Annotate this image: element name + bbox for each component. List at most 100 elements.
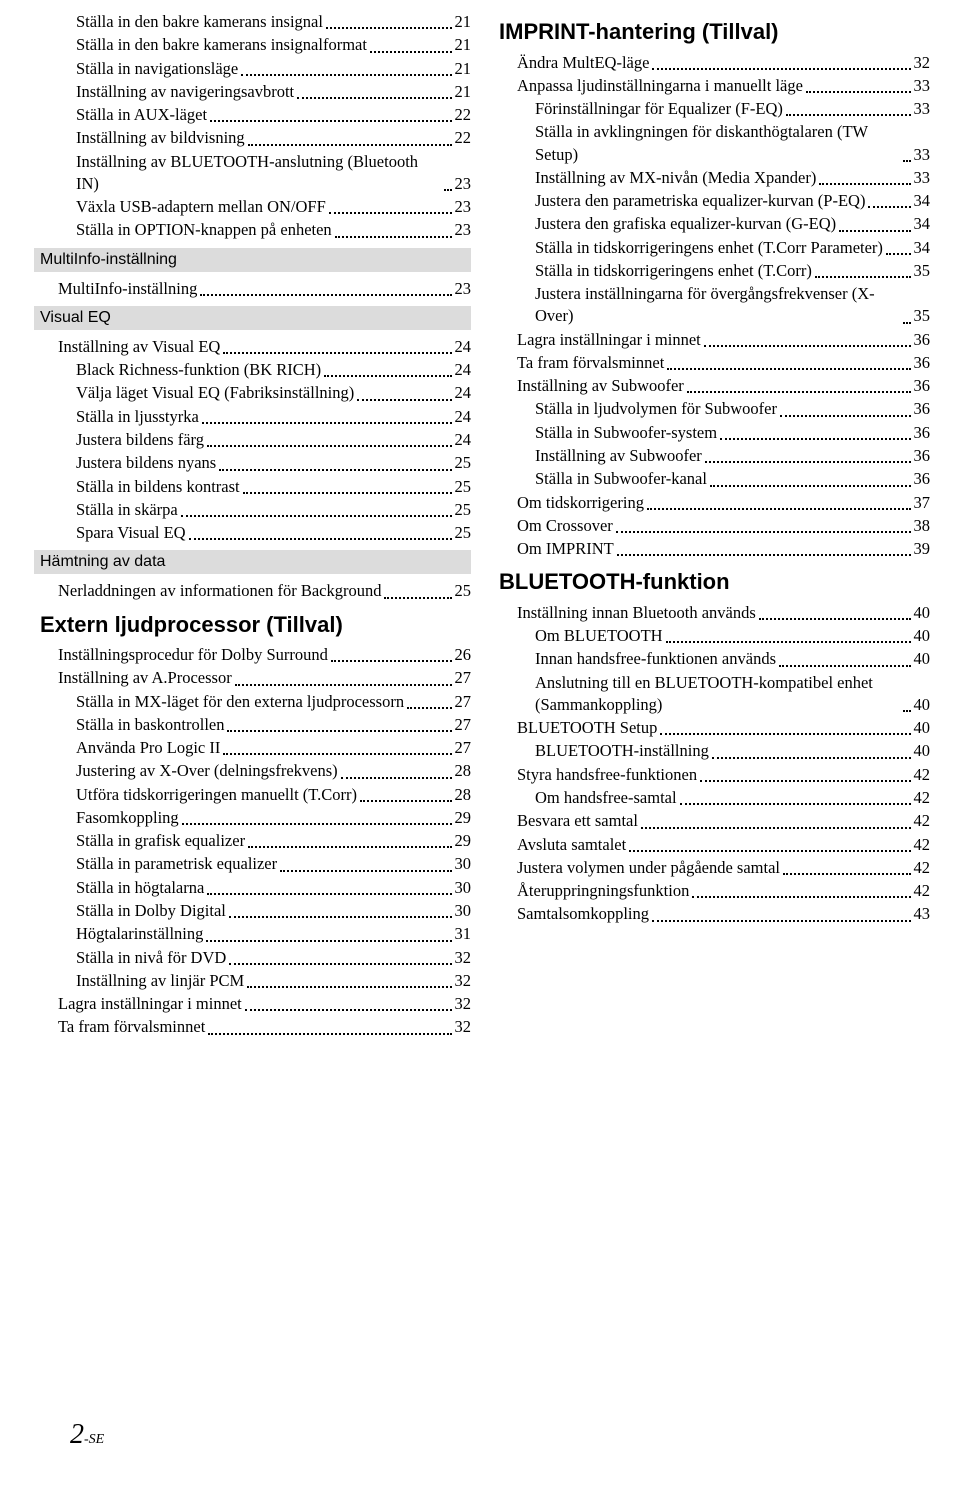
toc-entry: Ställa in tidskorrigeringens enhet (T.Co… (499, 260, 930, 282)
toc-entry: Ställa in AUX-läget22 (40, 104, 471, 126)
toc-entry-page: 32 (455, 993, 472, 1015)
toc-entry: Förinställningar för Equalizer (F-EQ)33 (499, 98, 930, 120)
toc-entry-page: 42 (914, 764, 931, 786)
toc-entry: Ställa in tidskorrigeringens enhet (T.Co… (499, 237, 930, 259)
toc-leader-dots (235, 684, 452, 686)
toc-leader-dots (357, 399, 451, 401)
toc-entry-label: Ställa in parametrisk equalizer (76, 853, 277, 875)
toc-entry: Inställning av linjär PCM32 (40, 970, 471, 992)
toc-entry-page: 37 (914, 492, 931, 514)
toc-leader-dots (710, 485, 911, 487)
toc-leader-dots (229, 963, 451, 965)
left-column: Ställa in den bakre kamerans insignal21S… (40, 10, 471, 1040)
toc-entry-page: 40 (914, 602, 931, 624)
toc-entry-label: Justera volymen under pågående samtal (517, 857, 780, 879)
toc-entry-page: 24 (455, 406, 472, 428)
toc-entry-label: Ställa in Dolby Digital (76, 900, 226, 922)
toc-leader-dots (229, 916, 452, 918)
toc-entry-page: 32 (914, 52, 931, 74)
toc-leader-dots (444, 189, 452, 191)
toc-leader-dots (780, 415, 911, 417)
toc-entry-page: 36 (914, 422, 931, 444)
toc-entry: MultiInfo-inställning23 (40, 278, 471, 300)
toc-entry: Om IMPRINT 39 (499, 538, 930, 560)
toc-entry: Spara Visual EQ25 (40, 522, 471, 544)
toc-entry-label: Inställning av Subwoofer (535, 445, 702, 467)
toc-entry-label: Justera den grafiska equalizer-kurvan (G… (535, 213, 836, 235)
toc-entry-page: 28 (455, 760, 472, 782)
toc-entry: Om handsfree-samtal42 (499, 787, 930, 809)
toc-entry: Ställa in den bakre kamerans insignalfor… (40, 34, 471, 56)
toc-entry-label: Om handsfree-samtal (535, 787, 677, 809)
toc-entry: Ställa in ljudvolymen för Subwoofer36 (499, 398, 930, 420)
toc-leader-dots (407, 707, 451, 709)
toc-leader-dots (370, 51, 452, 53)
toc-entry: Ställa in parametrisk equalizer30 (40, 853, 471, 875)
toc-leader-dots (806, 91, 911, 93)
toc-entry: Ställa in Dolby Digital 30 (40, 900, 471, 922)
toc-entry: Inställningsprocedur för Dolby Surround2… (40, 644, 471, 666)
toc-leader-dots (202, 422, 452, 424)
toc-entry-label: Om Crossover (517, 515, 613, 537)
toc-leader-dots (903, 322, 911, 324)
toc-entry: Ställa in grafisk equalizer29 (40, 830, 471, 852)
toc-entry: Om tidskorrigering37 (499, 492, 930, 514)
toc-entry-label: Inställningsprocedur för Dolby Surround (58, 644, 328, 666)
toc-leader-dots (641, 827, 911, 829)
toc-entry-page: 33 (914, 167, 931, 189)
toc-entry-label: Ställa in bildens kontrast (76, 476, 240, 498)
toc-entry: Lagra inställningar i minnet32 (40, 993, 471, 1015)
toc-leader-dots (692, 896, 910, 898)
toc-entry: Avsluta samtalet42 (499, 834, 930, 856)
toc-entry-page: 34 (914, 190, 931, 212)
section-band: Visual EQ (34, 306, 471, 330)
toc-entry-label: Växla USB-adaptern mellan ON/OFF (76, 196, 326, 218)
toc-entry-label: Avsluta samtalet (517, 834, 626, 856)
toc-entry-page: 24 (455, 336, 472, 358)
toc-entry-page: 36 (914, 468, 931, 490)
toc-entry-label: MultiInfo-inställning (58, 278, 197, 300)
toc-entry-label: Ställa in Subwoofer-kanal (535, 468, 707, 490)
toc-leader-dots (667, 368, 910, 370)
toc-entry-label: Ställa in avklingningen för diskanthögta… (535, 121, 900, 166)
toc-leader-dots (786, 114, 911, 116)
toc-leader-dots (241, 74, 451, 76)
toc-entry-label: Inställning innan Bluetooth används (517, 602, 756, 624)
toc-entry-label: Ställa in tidskorrigeringens enhet (T.Co… (535, 237, 883, 259)
toc-entry: Ställa in högtalarna30 (40, 877, 471, 899)
toc-entry-page: 25 (455, 522, 472, 544)
toc-leader-dots (200, 294, 451, 296)
toc-entry-label: Besvara ett samtal (517, 810, 638, 832)
toc-entry: Ställa in OPTION-knappen på enheten23 (40, 219, 471, 241)
toc-entry-label: Om IMPRINT (517, 538, 614, 560)
toc-leader-dots (248, 144, 452, 146)
toc-entry: Inställning av A.Processor27 (40, 667, 471, 689)
toc-entry-page: 30 (455, 900, 472, 922)
toc-entry: Anpassa ljudinställningarna i manuellt l… (499, 75, 930, 97)
toc-entry: Lagra inställningar i minnet36 (499, 329, 930, 351)
toc-leader-dots (779, 665, 911, 667)
toc-entry-label: Ställa in grafisk equalizer (76, 830, 245, 852)
toc-entry-label: Ta fram förvalsminnet (517, 352, 664, 374)
toc-entry-label: BLUETOOTH Setup (517, 717, 657, 739)
toc-entry-page: 36 (914, 352, 931, 374)
toc-entry-label: Ställa in ljusstyrka (76, 406, 199, 428)
toc-entry-page: 39 (914, 538, 931, 560)
toc-entry: Ställa in bildens kontrast 25 (40, 476, 471, 498)
toc-entry-page: 21 (455, 34, 472, 56)
toc-columns: Ställa in den bakre kamerans insignal21S… (40, 10, 930, 1040)
toc-entry-label: Ställa in högtalarna (76, 877, 204, 899)
toc-entry-page: 24 (455, 382, 472, 404)
toc-entry-page: 35 (914, 305, 931, 327)
toc-entry: Högtalarinställning31 (40, 923, 471, 945)
toc-entry: Nerladdningen av informationen för Backg… (40, 580, 471, 602)
toc-leader-dots (360, 800, 451, 802)
toc-entry: Ställa in den bakre kamerans insignal21 (40, 11, 471, 33)
toc-entry-page: 25 (455, 476, 472, 498)
toc-leader-dots (687, 391, 911, 393)
toc-entry-label: Ställa in skärpa (76, 499, 178, 521)
toc-entry: Black Richness-funktion (BK RICH)24 (40, 359, 471, 381)
toc-leader-dots (819, 183, 910, 185)
section-heading: Extern ljudprocessor (Tillval) (40, 611, 471, 639)
toc-entry-label: Högtalarinställning (76, 923, 203, 945)
